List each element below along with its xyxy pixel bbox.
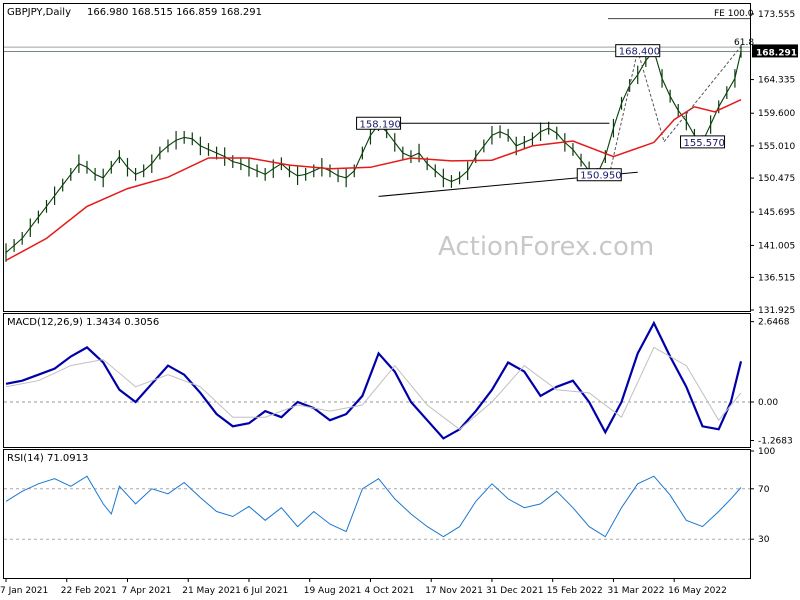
macd-title: MACD(12,26,9) 1.3434 0.3056 <box>7 317 159 328</box>
price-tick-label: 141.005 <box>758 241 795 251</box>
x-tick-label: 17 Nov 2021 <box>425 586 483 596</box>
fe-label: FE 100.0 <box>714 9 754 19</box>
signal-line <box>5 346 742 430</box>
x-tick-label: 19 Aug 2021 <box>304 586 362 596</box>
x-tick-label: 21 May 2021 <box>182 586 241 596</box>
macd-tick-label: 0.00 <box>758 398 778 408</box>
price-tick-label: 145.695 <box>758 208 795 218</box>
price-annotation-box <box>576 168 622 182</box>
x-tick-label: 7 Apr 2021 <box>121 586 171 596</box>
price-annotation-label: 168.400 <box>619 47 660 58</box>
rsi-tick-label: 70 <box>758 485 770 495</box>
fib-label: 61.8 <box>734 38 754 48</box>
x-tick-label: 15 Feb 2022 <box>547 586 603 596</box>
macd-tick-label: -1.2683 <box>758 436 793 446</box>
x-tick-label: 6 Jul 2021 <box>243 586 288 596</box>
last-price-tag <box>752 44 798 58</box>
rsi-panel <box>3 449 751 579</box>
header-ohlc: 166.980 168.515 166.859 168.291 <box>87 7 262 18</box>
price-annotation-box <box>615 44 661 58</box>
price-tick-label: 168.291 <box>756 48 797 58</box>
x-tick-label: 22 Feb 2021 <box>61 586 117 596</box>
price-tick-label: 155.010 <box>758 142 795 152</box>
rsi-tick-label: 30 <box>758 535 770 545</box>
trendline <box>637 50 665 142</box>
rsi-title: RSI(14) 71.0913 <box>7 453 88 464</box>
moving-average-line <box>5 99 742 262</box>
price-tick-label: 173.555 <box>758 10 795 20</box>
price-tick-label: 164.335 <box>758 76 795 86</box>
x-tick-label: 31 Dec 2021 <box>486 586 544 596</box>
x-tick-label: 16 May 2022 <box>668 586 727 596</box>
macd-line <box>5 320 743 440</box>
x-tick-label: 4 Oct 2021 <box>364 586 414 596</box>
price-tick-label: 136.515 <box>758 273 795 283</box>
macd-tick-label: 2.6468 <box>758 318 790 328</box>
price-annotation-box <box>356 116 402 130</box>
price-annotation-label: 158.190 <box>360 119 401 130</box>
price-series-line <box>5 49 742 254</box>
x-tick-label: 7 Jan 2021 <box>0 586 48 596</box>
price-annotation-label: 150.950 <box>580 171 621 182</box>
rsi-line <box>5 475 742 538</box>
price-tick-label: 150.475 <box>758 174 795 184</box>
rsi-tick-label: 100 <box>758 447 775 457</box>
price-annotation-label: 155.570 <box>684 138 725 149</box>
watermark: ActionForex.com <box>438 232 654 262</box>
header-symbol: GBPJPY,Daily <box>7 7 71 18</box>
x-tick-label: 31 Mar 2022 <box>607 586 664 596</box>
price-annotation-box <box>680 135 726 149</box>
trendline <box>663 46 742 142</box>
price-tick-label: 131.925 <box>758 306 795 316</box>
trendline <box>608 50 639 175</box>
price-tick-label: 159.600 <box>758 109 795 119</box>
